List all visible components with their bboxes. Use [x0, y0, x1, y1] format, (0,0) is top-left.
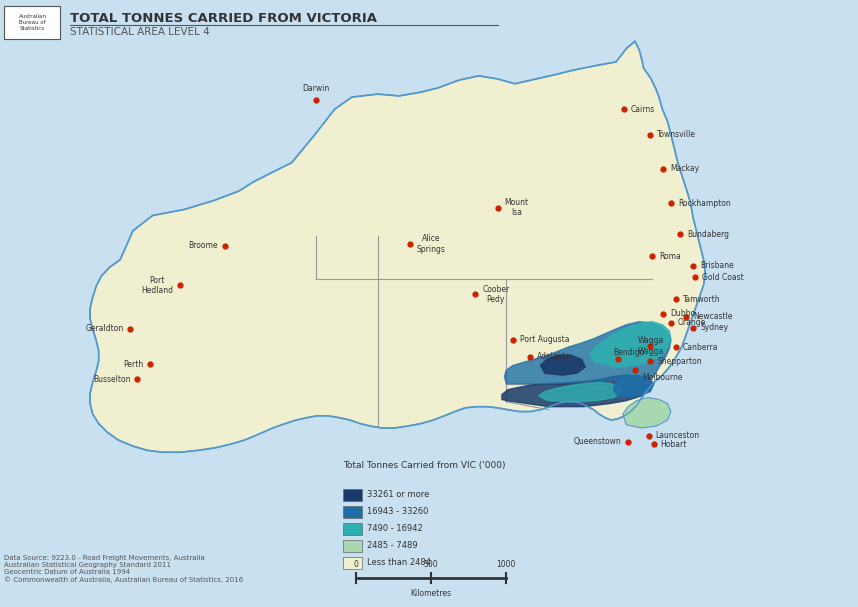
Text: Port Augusta: Port Augusta — [520, 336, 570, 344]
Text: 500: 500 — [424, 560, 438, 569]
Text: Melbourne: Melbourne — [642, 373, 682, 382]
Text: TOTAL TONNES CARRIED FROM VICTORIA: TOTAL TONNES CARRIED FROM VICTORIA — [70, 12, 378, 25]
Polygon shape — [623, 398, 671, 428]
Polygon shape — [505, 322, 671, 384]
Text: Bundaberg: Bundaberg — [687, 230, 729, 239]
Text: Data Source: 9223.0 - Road Freight Movements, Australia
Australian Statistical G: Data Source: 9223.0 - Road Freight Movem… — [4, 555, 244, 583]
Text: Launceston: Launceston — [656, 432, 699, 440]
Polygon shape — [541, 355, 585, 375]
Text: Perth: Perth — [123, 360, 143, 368]
Bar — [343, 557, 362, 569]
Polygon shape — [90, 41, 705, 452]
Text: Port
Hedland: Port Hedland — [142, 276, 173, 295]
Text: Australian
Bureau of
Statistics: Australian Bureau of Statistics — [19, 14, 46, 31]
Text: Sydney: Sydney — [700, 324, 728, 332]
Text: Orange: Orange — [678, 319, 706, 327]
Text: Alice
Springs: Alice Springs — [417, 234, 446, 254]
Text: 33261 or more: 33261 or more — [367, 490, 430, 499]
FancyBboxPatch shape — [4, 6, 60, 39]
Text: Broome: Broome — [189, 242, 218, 250]
Text: 7490 - 16942: 7490 - 16942 — [367, 524, 423, 533]
Bar — [343, 523, 362, 535]
Text: Newcastle: Newcastle — [693, 313, 733, 321]
Text: Kilometres: Kilometres — [411, 589, 451, 598]
Text: Shepparton: Shepparton — [657, 357, 702, 365]
Polygon shape — [613, 375, 654, 398]
Text: 1000: 1000 — [497, 560, 516, 569]
Text: Mount
Isa: Mount Isa — [505, 198, 529, 217]
Text: Townsville: Townsville — [657, 131, 696, 139]
Text: Roma: Roma — [659, 252, 680, 260]
Text: Less than 2484: Less than 2484 — [367, 558, 432, 567]
Text: Busselton: Busselton — [93, 375, 130, 384]
Text: Adelaide: Adelaide — [537, 353, 571, 361]
Bar — [343, 540, 362, 552]
Text: Mackay: Mackay — [670, 164, 699, 173]
Polygon shape — [590, 322, 671, 367]
Text: Bendigo: Bendigo — [613, 348, 644, 356]
Bar — [343, 506, 362, 518]
Text: Canberra: Canberra — [683, 343, 718, 351]
Text: Geraldton: Geraldton — [85, 325, 124, 333]
Text: Total Tonnes Carried from VIC ('000): Total Tonnes Carried from VIC ('000) — [343, 461, 505, 470]
Text: 16943 - 33260: 16943 - 33260 — [367, 507, 429, 516]
Text: Dubbo: Dubbo — [670, 310, 695, 318]
Text: Darwin: Darwin — [302, 84, 329, 93]
Text: Coober
Pedy: Coober Pedy — [482, 285, 510, 304]
Text: Cairns: Cairns — [631, 105, 655, 114]
Text: Tamworth: Tamworth — [683, 295, 721, 304]
Text: Gold Coast: Gold Coast — [702, 273, 744, 282]
Text: Wagga
Wagga: Wagga Wagga — [637, 336, 664, 356]
Text: Rockhampton: Rockhampton — [678, 199, 730, 208]
Text: 2485 - 7489: 2485 - 7489 — [367, 541, 418, 550]
Text: STATISTICAL AREA LEVEL 4: STATISTICAL AREA LEVEL 4 — [70, 27, 210, 37]
Text: 0: 0 — [353, 560, 359, 569]
Text: Brisbane: Brisbane — [700, 262, 734, 270]
Polygon shape — [539, 382, 622, 402]
Polygon shape — [502, 375, 654, 407]
Bar — [343, 489, 362, 501]
Text: Hobart: Hobart — [661, 440, 687, 449]
Text: Queenstown: Queenstown — [573, 438, 621, 446]
